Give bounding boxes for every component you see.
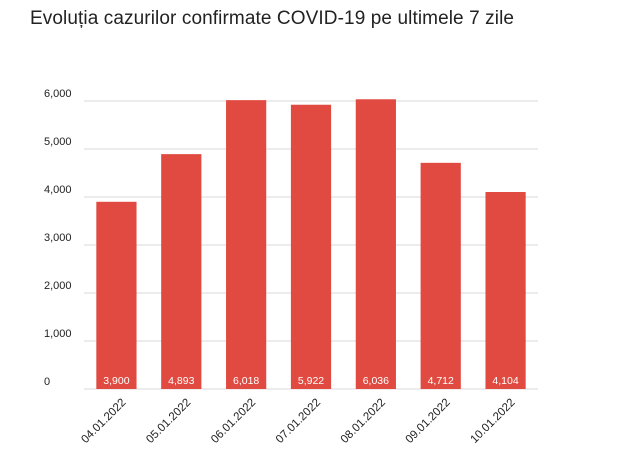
bar[interactable] bbox=[161, 154, 202, 389]
bar[interactable] bbox=[420, 162, 461, 389]
bar-value-label: 5,922 bbox=[298, 375, 324, 387]
y-tick-label: 0 bbox=[44, 376, 50, 388]
x-tick-label: 06.01.2022 bbox=[209, 397, 258, 446]
y-tick-label: 5,000 bbox=[44, 136, 72, 148]
bar-value-label: 4,104 bbox=[492, 375, 518, 387]
y-tick-label: 1,000 bbox=[44, 328, 72, 340]
x-tick-label: 08.01.2022 bbox=[339, 397, 388, 446]
chart-title: Evoluția cazurilor confirmate COVID-19 p… bbox=[30, 8, 515, 29]
bar[interactable] bbox=[290, 104, 332, 389]
bar-value-label: 4,893 bbox=[168, 375, 194, 387]
x-tick-label: 05.01.2022 bbox=[144, 397, 193, 446]
y-tick-label: 3,000 bbox=[44, 232, 72, 244]
bar-value-label: 6,036 bbox=[363, 375, 389, 387]
x-tick-label: 10.01.2022 bbox=[469, 397, 518, 446]
bar[interactable] bbox=[96, 201, 137, 389]
y-tick-label: 2,000 bbox=[44, 280, 72, 292]
y-tick-label: 4,000 bbox=[44, 184, 72, 196]
y-tick-label: 6,000 bbox=[44, 88, 72, 100]
bar[interactable] bbox=[485, 192, 526, 389]
bar-value-label: 4,712 bbox=[428, 375, 454, 387]
bar[interactable] bbox=[355, 99, 396, 389]
x-tick-label: 07.01.2022 bbox=[274, 397, 323, 446]
x-tick-label: 04.01.2022 bbox=[79, 397, 128, 446]
bar-value-label: 6,018 bbox=[233, 375, 259, 387]
x-tick-label: 09.01.2022 bbox=[404, 397, 453, 446]
bar[interactable] bbox=[226, 100, 267, 390]
bar-value-label: 3,900 bbox=[103, 375, 129, 387]
